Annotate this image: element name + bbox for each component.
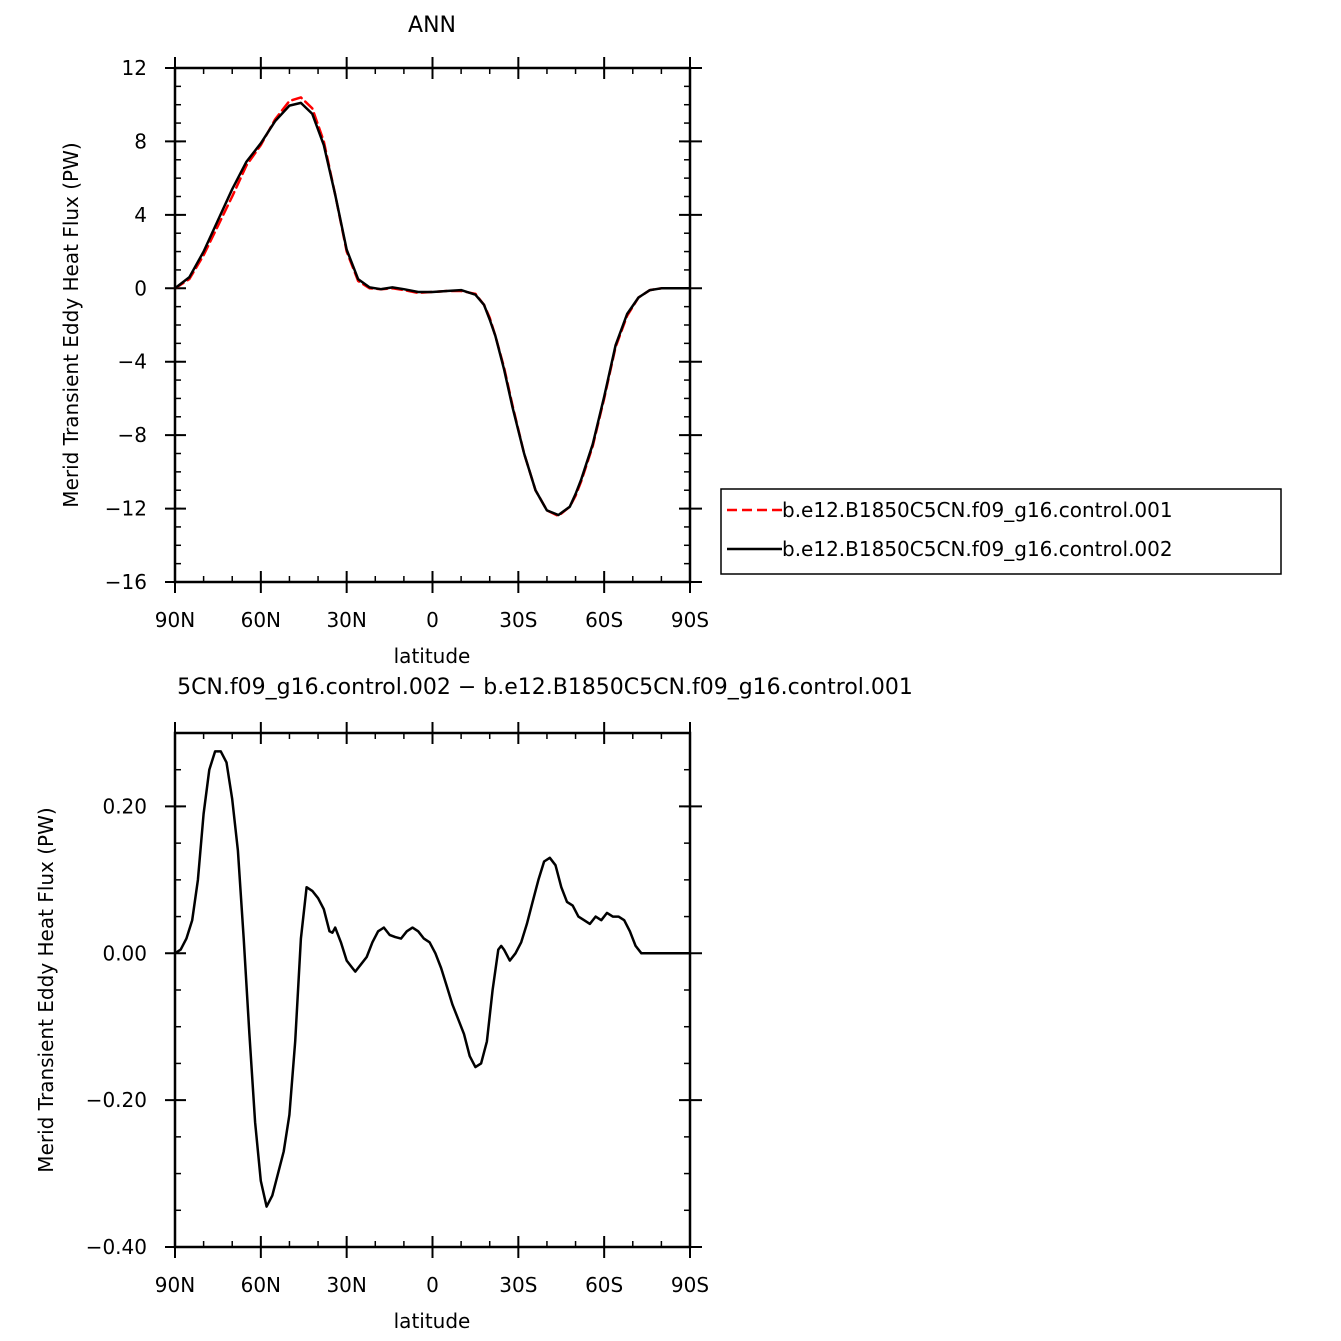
bottom-chart-plot-frame <box>173 731 692 1249</box>
x-tick-label: 30S <box>499 608 537 632</box>
y-tick-label: −0.40 <box>86 1235 147 1259</box>
y-tick-label: 12 <box>122 56 147 80</box>
bottom-chart-title: 5CN.f09_g16.control.002 − b.e12.B1850C5C… <box>177 675 913 700</box>
x-tick-label: 90S <box>671 1273 709 1297</box>
bottom-chart-panel: 5CN.f09_g16.control.002 − b.e12.B1850C5C… <box>34 675 913 1333</box>
bottom-chart-series <box>173 750 692 1208</box>
x-tick-label: 60N <box>241 608 281 632</box>
top-chart-title: ANN <box>408 13 456 38</box>
bottom-chart-ylabel: Merid Transient Eddy Heat Flux (PW) <box>34 807 58 1172</box>
x-tick-label: 90N <box>155 1273 195 1297</box>
x-tick-label: 60S <box>585 1273 623 1297</box>
top-chart-ylabel: Merid Transient Eddy Heat Flux (PW) <box>59 142 83 507</box>
legend-label-series-2: b.e12.B1850C5CN.f09_g16.control.002 <box>782 537 1173 561</box>
x-tick-label: 60N <box>241 1273 281 1297</box>
y-tick-label: 0 <box>134 276 147 300</box>
bottom-chart-ticks: 0.20 0.00 −0.20 −0.40 90N 60N 30N 0 30S 60S 90S <box>86 722 709 1297</box>
y-tick-label: −16 <box>105 570 147 594</box>
y-tick-label: 0.00 <box>102 941 147 965</box>
y-tick-label: 8 <box>134 129 147 153</box>
y-tick-label: −0.20 <box>86 1088 147 1112</box>
y-tick-label: −12 <box>105 497 147 521</box>
series-line-1 <box>173 96 692 518</box>
legend-box <box>720 488 1282 575</box>
x-tick-label: 60S <box>585 608 623 632</box>
x-tick-label: 30N <box>326 608 366 632</box>
bottom-chart-xlabel: latitude <box>394 1309 471 1333</box>
top-chart-series <box>173 96 692 518</box>
top-chart-panel: ANN Merid Transient Eddy Heat Flux (PW) … <box>59 13 709 668</box>
top-chart-ticks: 12 8 4 0 −4 −8 −12 −16 90N 60N 30N 0 30S 60S 90S <box>105 56 709 632</box>
series-line-1 <box>173 750 692 1208</box>
top-chart-plot-frame <box>173 66 692 584</box>
x-tick-label: 90N <box>155 608 195 632</box>
x-tick-label: 0 <box>426 1273 439 1297</box>
x-tick-label: 30N <box>326 1273 366 1297</box>
y-tick-label: −4 <box>118 350 147 374</box>
y-tick-label: 0.20 <box>102 794 147 818</box>
x-tick-label: 30S <box>499 1273 537 1297</box>
legend-label-series-1: b.e12.B1850C5CN.f09_g16.control.001 <box>782 498 1173 522</box>
y-tick-label: −8 <box>118 423 147 447</box>
legend: b.e12.B1850C5CN.f09_g16.control.001 b.e1… <box>720 488 1282 575</box>
y-tick-label: 4 <box>134 203 147 227</box>
series-line-2 <box>173 101 692 517</box>
x-tick-label: 90S <box>671 608 709 632</box>
top-chart-xlabel: latitude <box>394 644 471 668</box>
x-tick-label: 0 <box>426 608 439 632</box>
